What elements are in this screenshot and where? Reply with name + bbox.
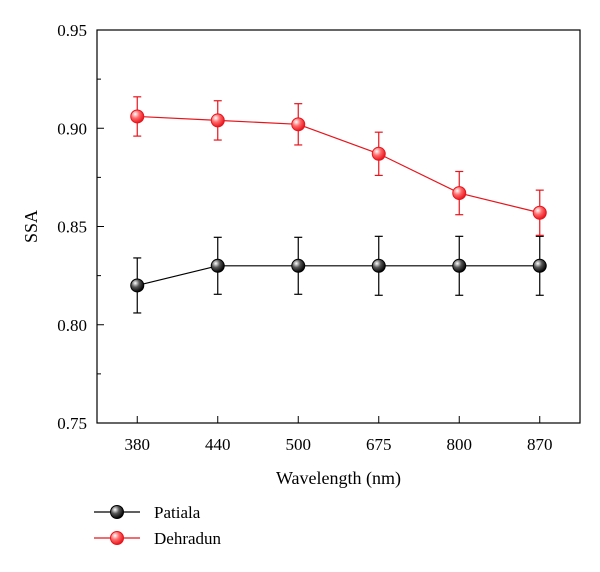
y-tick-label: 0.90	[57, 119, 87, 138]
data-point	[130, 109, 145, 124]
y-tick-label: 0.95	[57, 21, 87, 40]
x-tick-label: 675	[366, 435, 392, 454]
x-tick-label: 500	[286, 435, 312, 454]
data-point	[532, 205, 547, 220]
legend-marker	[110, 531, 124, 545]
data-point	[532, 258, 547, 273]
legend-label: Dehradun	[154, 529, 222, 548]
legend-item-dehradun: Dehradun	[94, 529, 222, 548]
series-patiala	[130, 235, 547, 314]
x-tick-label: 800	[447, 435, 473, 454]
series-dehradun	[130, 96, 547, 236]
axes: 0.75 0.80 0.85 0.90 0.95 380 440 500 675 800 870 Wa…	[21, 21, 581, 489]
data-point	[291, 117, 306, 132]
plot-frame	[96, 29, 581, 424]
series-line	[137, 115, 540, 214]
data-point	[291, 258, 306, 273]
data-point	[371, 146, 386, 161]
data-point	[210, 258, 225, 273]
data-point	[130, 278, 145, 293]
y-axis-title: SSA	[21, 210, 41, 243]
y-tick-label: 0.85	[57, 218, 87, 237]
legend: Patiala Dehradun	[94, 503, 222, 548]
legend-item-patiala: Patiala	[94, 503, 201, 522]
x-tick-label: 380	[125, 435, 151, 454]
x-tick-label: 440	[205, 435, 231, 454]
y-tick-label: 0.80	[57, 316, 87, 335]
x-tick-label: 870	[527, 435, 553, 454]
data-point	[452, 258, 467, 273]
series-line	[137, 265, 540, 287]
data-point	[371, 258, 386, 273]
data-point	[210, 113, 225, 128]
y-tick-label: 0.75	[57, 414, 87, 433]
legend-label: Patiala	[154, 503, 201, 522]
data-point	[452, 186, 467, 201]
legend-marker	[110, 505, 124, 519]
x-axis-title: Wavelength (nm)	[276, 468, 401, 489]
series-layer	[130, 96, 547, 314]
